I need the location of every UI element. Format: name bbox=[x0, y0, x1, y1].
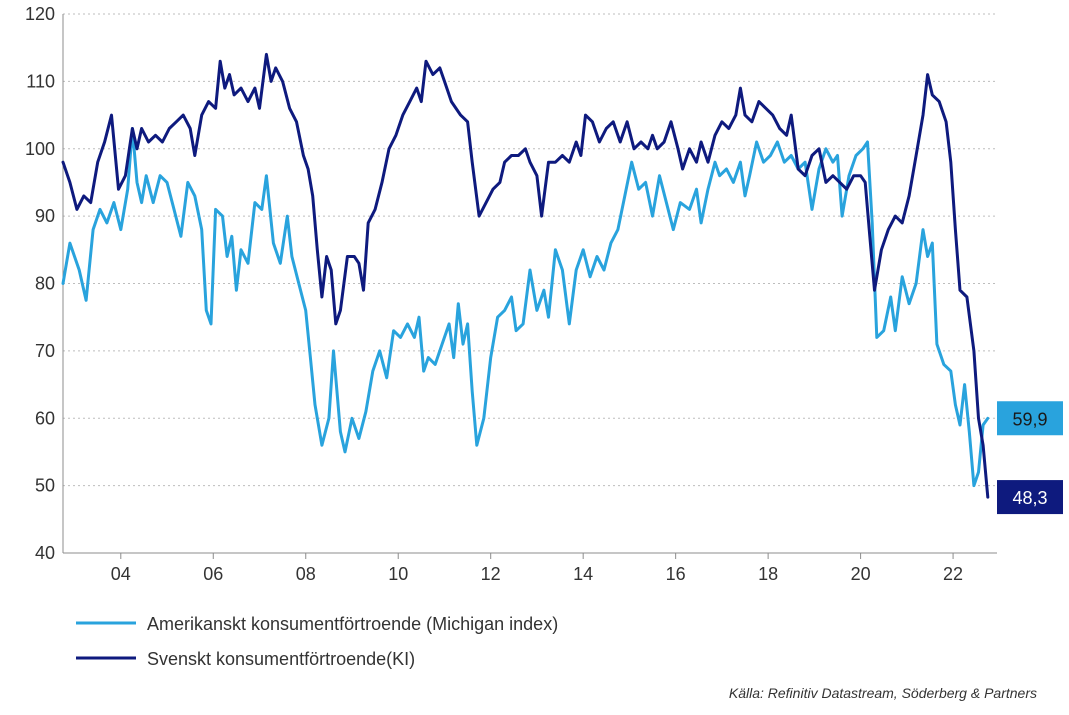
end-label-text: 59,9 bbox=[1012, 409, 1047, 429]
series-line-michigan bbox=[61, 127, 990, 488]
y-tick-label: 50 bbox=[35, 476, 55, 496]
y-tick-labels: 40 50 60 70 80 90 100 110 120 bbox=[25, 4, 55, 563]
x-tick-labels: 04 06 08 10 12 14 16 18 20 22 bbox=[111, 553, 963, 584]
x-tick-label: 20 bbox=[851, 564, 871, 584]
x-tick-label: 10 bbox=[388, 564, 408, 584]
y-tick-label: 90 bbox=[35, 206, 55, 226]
source-note: Källa: Refinitiv Datastream, Söderberg &… bbox=[729, 685, 1037, 701]
end-label-box bbox=[997, 401, 1063, 436]
y-tick-label: 110 bbox=[26, 71, 55, 91]
x-tick-label: 14 bbox=[573, 564, 593, 584]
x-tick-label: 16 bbox=[666, 564, 686, 584]
y-tick-label: 80 bbox=[35, 274, 55, 294]
x-tick-label: 12 bbox=[481, 564, 501, 584]
y-tick-label: 120 bbox=[25, 4, 55, 24]
x-tick-label: 06 bbox=[203, 564, 223, 584]
x-tick-label: 22 bbox=[943, 564, 963, 584]
legend-label-ki: Svenskt konsumentförtroende(KI) bbox=[147, 649, 415, 669]
x-tick-label: 04 bbox=[111, 564, 131, 584]
y-tick-label: 100 bbox=[25, 139, 55, 159]
y-tick-label: 70 bbox=[35, 341, 55, 361]
end-label-ki: 48,3 bbox=[997, 480, 1063, 515]
end-value-labels: 59,9 48,3 bbox=[997, 401, 1063, 515]
y-tick-label: 40 bbox=[35, 543, 55, 563]
end-label-text: 48,3 bbox=[1012, 488, 1047, 508]
end-label-box bbox=[997, 480, 1063, 515]
end-label-michigan: 59,9 bbox=[997, 401, 1063, 436]
legend-label-michigan: Amerikanskt konsumentförtroende (Michiga… bbox=[147, 614, 558, 634]
series-lines bbox=[61, 52, 990, 499]
x-tick-label: 18 bbox=[758, 564, 778, 584]
x-tick-label: 08 bbox=[296, 564, 316, 584]
y-tick-label: 60 bbox=[35, 408, 55, 428]
legend: Amerikanskt konsumentförtroende (Michiga… bbox=[76, 614, 558, 669]
series-line-ki bbox=[61, 52, 990, 499]
